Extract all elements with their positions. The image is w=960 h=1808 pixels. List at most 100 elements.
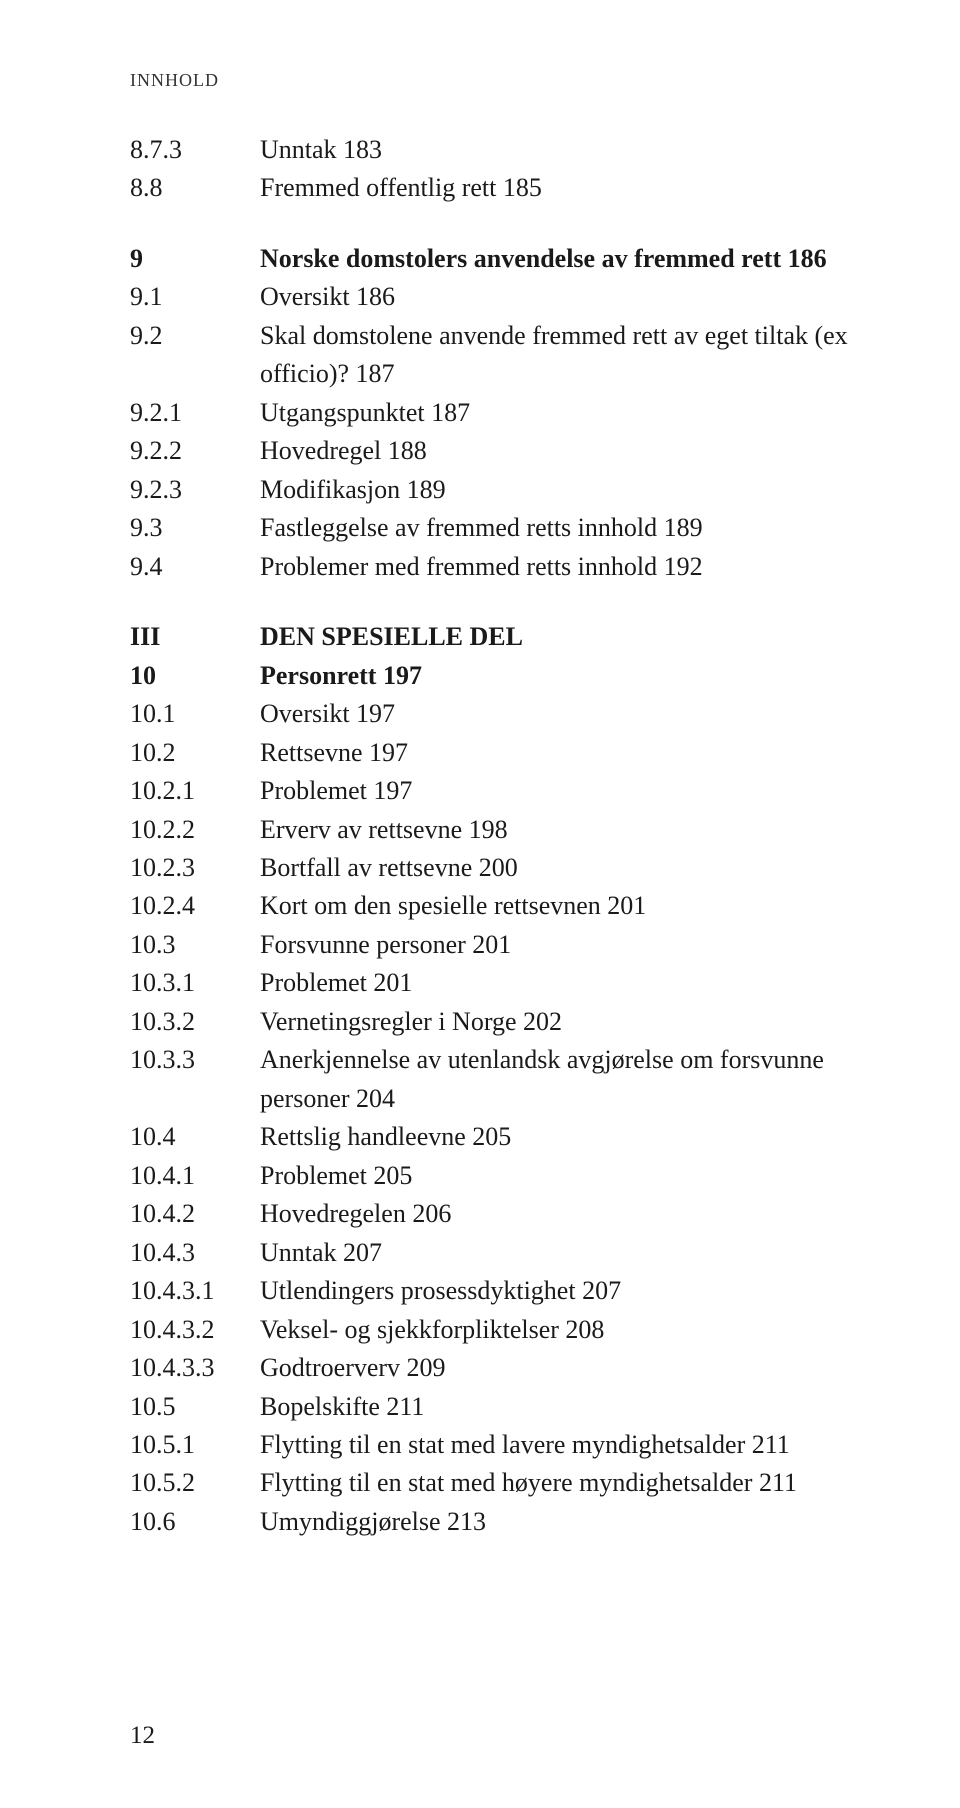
toc-text: Anerkjennelse av utenlandsk avgjørelse o… xyxy=(260,1041,850,1118)
toc-number: 10.3 xyxy=(130,926,260,964)
toc-row: 10.5.2 Flytting til en stat med høyere m… xyxy=(130,1464,850,1502)
toc-text: Utgangspunktet 187 xyxy=(260,394,850,432)
toc-text-span: Utlendingers prosessdyktighet 207 xyxy=(260,1276,621,1305)
toc-row: 10.4.3.3 Godtroerverv 209 xyxy=(130,1349,850,1387)
toc-number: 9.1 xyxy=(130,278,260,316)
toc-row: 10.5.1 Flytting til en stat med lavere m… xyxy=(130,1426,850,1464)
toc-text: Veksel- og sjekkforpliktelser 208 xyxy=(260,1311,850,1349)
toc-number: 10.1 xyxy=(130,695,260,733)
toc-row: 9.2.2 Hovedregel 188 xyxy=(130,432,850,470)
toc-number: 10.5.2 xyxy=(130,1464,260,1502)
toc-number: 10.6 xyxy=(130,1503,260,1541)
toc-text: Forsvunne personer 201 xyxy=(260,926,850,964)
toc-number: 10.2 xyxy=(130,734,260,772)
toc-text: Godtroerverv 209 xyxy=(260,1349,850,1387)
running-head: INNHOLD xyxy=(130,70,850,91)
toc-text: Rettsevne 197 xyxy=(260,734,850,772)
toc-row: 10.2.2 Erverv av rettsevne 198 xyxy=(130,811,850,849)
toc-number: 10.4 xyxy=(130,1118,260,1156)
toc-text: Flytting til en stat med høyere myndighe… xyxy=(260,1464,850,1502)
toc-number: 10.2.3 xyxy=(130,849,260,887)
toc-text: Problemet 205 xyxy=(260,1157,850,1195)
toc-number: 9.3 xyxy=(130,509,260,547)
toc-text: Bopelskifte 211 xyxy=(260,1388,850,1426)
toc-row: 10.4.3 Unntak 207 xyxy=(130,1234,850,1272)
toc-number: 10.2.2 xyxy=(130,811,260,849)
toc-row: 10.3.1 Problemet 201 xyxy=(130,964,850,1002)
toc-text: Problemet 197 xyxy=(260,772,850,810)
toc-row: 10.3 Forsvunne personer 201 xyxy=(130,926,850,964)
toc-row: 10.4.3.2 Veksel- og sjekkforpliktelser 2… xyxy=(130,1311,850,1349)
toc-row: 8.7.3 Unntak 183 xyxy=(130,131,850,169)
toc-number: 9.2.3 xyxy=(130,471,260,509)
toc-text: Fremmed offentlig rett 185 xyxy=(260,169,850,207)
toc-row: 10.2 Rettsevne 197 xyxy=(130,734,850,772)
toc-number: 9.4 xyxy=(130,548,260,586)
toc-number: 10.4.1 xyxy=(130,1157,260,1195)
toc-number: 10 xyxy=(130,657,260,695)
document-page: INNHOLD 8.7.3 Unntak 183 8.8 Fremmed off… xyxy=(0,0,960,1808)
toc-number: 10.5.1 xyxy=(130,1426,260,1464)
toc-number: 10.3.2 xyxy=(130,1003,260,1041)
toc-number: 10.4.2 xyxy=(130,1195,260,1233)
toc-text: Umyndiggjørelse 213 xyxy=(260,1503,850,1541)
toc-text: Flytting til en stat med lavere myndighe… xyxy=(260,1426,850,1464)
toc-row: 10.3.3 Anerkjennelse av utenlandsk avgjø… xyxy=(130,1041,850,1118)
toc-row: 9.3 Fastleggelse av fremmed retts innhol… xyxy=(130,509,850,547)
toc-row: 9.4 Problemer med fremmed retts innhold … xyxy=(130,548,850,586)
toc-number: 10.2.4 xyxy=(130,887,260,925)
toc-text: Rettslig handleevne 205 xyxy=(260,1118,850,1156)
toc-row: 10.2.4 Kort om den spesielle rettsevnen … xyxy=(130,887,850,925)
toc-text: Personrett 197 xyxy=(260,657,850,695)
toc-text: Problemer med fremmed retts innhold 192 xyxy=(260,548,850,586)
toc-row: 10.4.1 Problemet 205 xyxy=(130,1157,850,1195)
toc-text: Utlendingers prosessdyktighet 207 xyxy=(260,1272,850,1310)
section-gap xyxy=(130,208,850,240)
toc-row: 10.2.1 Problemet 197 xyxy=(130,772,850,810)
toc-number: 10.3.3 xyxy=(130,1041,260,1079)
toc-text: Hovedregel 188 xyxy=(260,432,850,470)
toc-row: 9.2.3 Modifikasjon 189 xyxy=(130,471,850,509)
toc-text-span: Veksel- og sjekkforpliktelser 208 xyxy=(260,1315,604,1344)
toc-text: Hovedregelen 206 xyxy=(260,1195,850,1233)
toc-text: Unntak 207 xyxy=(260,1234,850,1272)
toc-number: 10.3.1 xyxy=(130,964,260,1002)
toc-text: Skal domstolene anvende fremmed rett av … xyxy=(260,317,850,394)
toc-text: Oversikt 186 xyxy=(260,278,850,316)
toc-number: 9.2.1 xyxy=(130,394,260,432)
toc-number: 9.2 xyxy=(130,317,260,355)
toc-text: Oversikt 197 xyxy=(260,695,850,733)
toc-text: Kort om den spesielle rettsevnen 201 xyxy=(260,887,850,925)
toc-row: 10.6 Umyndiggjørelse 213 xyxy=(130,1503,850,1541)
toc-row: III DEN SPESIELLE DEL xyxy=(130,618,850,656)
toc-text: Bortfall av rettsevne 200 xyxy=(260,849,850,887)
toc-number: 10.5 xyxy=(130,1388,260,1426)
toc-number: 10.4.3.1 xyxy=(130,1272,260,1310)
toc-row: 10.4 Rettslig handleevne 205 xyxy=(130,1118,850,1156)
toc-text: Modifikasjon 189 xyxy=(260,471,850,509)
page-number: 12 xyxy=(130,1722,155,1750)
toc-number: 10.4.3.3 xyxy=(130,1349,260,1387)
toc-number: 10.2.1 xyxy=(130,772,260,810)
toc-row: 8.8 Fremmed offentlig rett 185 xyxy=(130,169,850,207)
toc-text: Fastleggelse av fremmed retts innhold 18… xyxy=(260,509,850,547)
toc-text-span: Godtroerverv 209 xyxy=(260,1353,446,1382)
toc-number: III xyxy=(130,618,260,656)
toc-text: Erverv av rettsevne 198 xyxy=(260,811,850,849)
toc-row: 9.1 Oversikt 186 xyxy=(130,278,850,316)
toc-row: 10.3.2 Vernetingsregler i Norge 202 xyxy=(130,1003,850,1041)
toc-number: 10.4.3 xyxy=(130,1234,260,1272)
toc-number: 8.7.3 xyxy=(130,131,260,169)
toc-row: 10.2.3 Bortfall av rettsevne 200 xyxy=(130,849,850,887)
toc-number: 8.8 xyxy=(130,169,260,207)
table-of-contents: 8.7.3 Unntak 183 8.8 Fremmed offentlig r… xyxy=(130,131,850,1541)
toc-text: DEN SPESIELLE DEL xyxy=(260,618,850,656)
toc-row: 10.5 Bopelskifte 211 xyxy=(130,1388,850,1426)
toc-row: 9 Norske domstolers anvendelse av fremme… xyxy=(130,240,850,278)
toc-number: 9 xyxy=(130,240,260,278)
toc-row: 10 Personrett 197 xyxy=(130,657,850,695)
toc-row: 10.4.3.1 Utlendingers prosessdyktighet 2… xyxy=(130,1272,850,1310)
toc-text: Problemet 201 xyxy=(260,964,850,1002)
toc-number: 10.4.3.2 xyxy=(130,1311,260,1349)
toc-row: 9.2 Skal domstolene anvende fremmed rett… xyxy=(130,317,850,394)
